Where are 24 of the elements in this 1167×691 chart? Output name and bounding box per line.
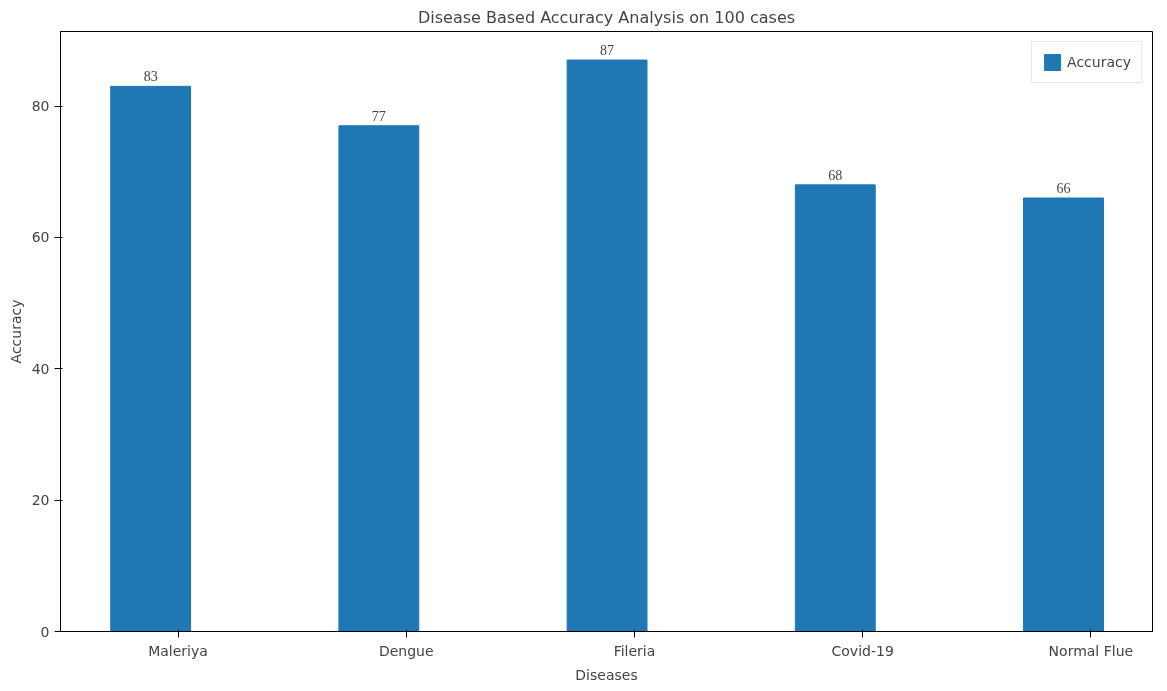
data-label: 77 xyxy=(371,108,386,124)
bar xyxy=(794,184,876,632)
legend-label: Accuracy xyxy=(1067,54,1131,70)
chart-title: Disease Based Accuracy Analysis on 100 cases xyxy=(417,7,796,27)
data-label: 87 xyxy=(600,43,615,59)
data-label: 83 xyxy=(143,69,158,85)
y-tick-label: 40 xyxy=(31,360,50,377)
data-label: 68 xyxy=(828,167,843,183)
y-tick-label: 60 xyxy=(31,229,50,246)
bar xyxy=(566,59,648,632)
x-tick-label: Covid-19 xyxy=(831,642,894,659)
bar xyxy=(338,125,420,632)
y-axis-title: Accuracy xyxy=(7,299,24,364)
x-tick-label: Dengue xyxy=(378,642,434,659)
x-tick-label: Fileria xyxy=(613,642,656,659)
y-tick-label: 20 xyxy=(31,492,50,509)
bar xyxy=(1023,197,1104,632)
x-tick-label: Maleriya xyxy=(148,642,208,659)
y-tick-label: 0 xyxy=(40,623,50,640)
x-axis-title: Diseases xyxy=(575,666,638,683)
bar xyxy=(110,85,192,632)
y-tick-label: 80 xyxy=(31,98,50,115)
data-label: 66 xyxy=(1056,181,1071,196)
x-tick-label: Normal Flue xyxy=(1048,642,1134,659)
